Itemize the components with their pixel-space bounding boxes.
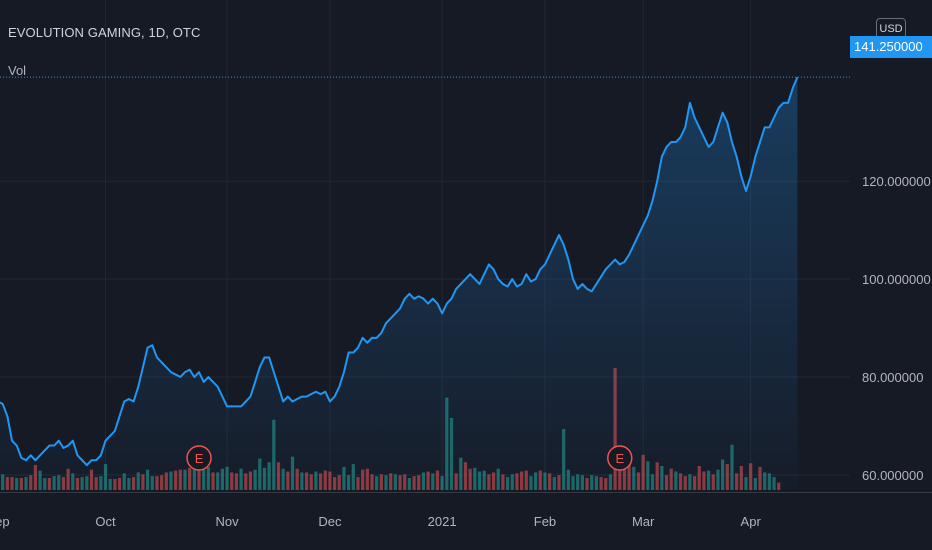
earnings-marker-label: E [615, 451, 624, 466]
earnings-marker-label: E [195, 451, 204, 466]
volume-indicator-label[interactable]: Vol [8, 63, 27, 78]
y-axis[interactable]: 60.000000 80.000000 100.000000 120.000000 [862, 174, 931, 483]
x-tick-label: 2021 [428, 514, 457, 529]
earnings-marker[interactable] [186, 445, 212, 471]
earnings-marker[interactable] [607, 445, 633, 471]
price-area-fill [0, 77, 798, 490]
y-tick-label: 80.000000 [862, 370, 923, 385]
x-tick-label: Apr [741, 514, 762, 529]
x-tick-label: Sep [0, 514, 10, 529]
y-tick-label: 100.000000 [862, 272, 931, 287]
symbol-title: EVOLUTION GAMING, 1D, OTC [8, 25, 201, 40]
x-tick-label: Dec [318, 514, 342, 529]
x-tick-label: Nov [216, 514, 240, 529]
price-line [0, 76, 799, 467]
last-price-tag: 141.250000 [850, 36, 932, 58]
x-axis[interactable]: Sep Oct Nov Dec 2021 Feb Mar Apr [0, 514, 761, 529]
x-tick-label: Oct [95, 514, 116, 529]
y-tick-label: 120.000000 [862, 174, 931, 189]
x-tick-label: Feb [534, 514, 556, 529]
x-tick-label: Mar [632, 514, 655, 529]
y-tick-label: 60.000000 [862, 468, 923, 483]
